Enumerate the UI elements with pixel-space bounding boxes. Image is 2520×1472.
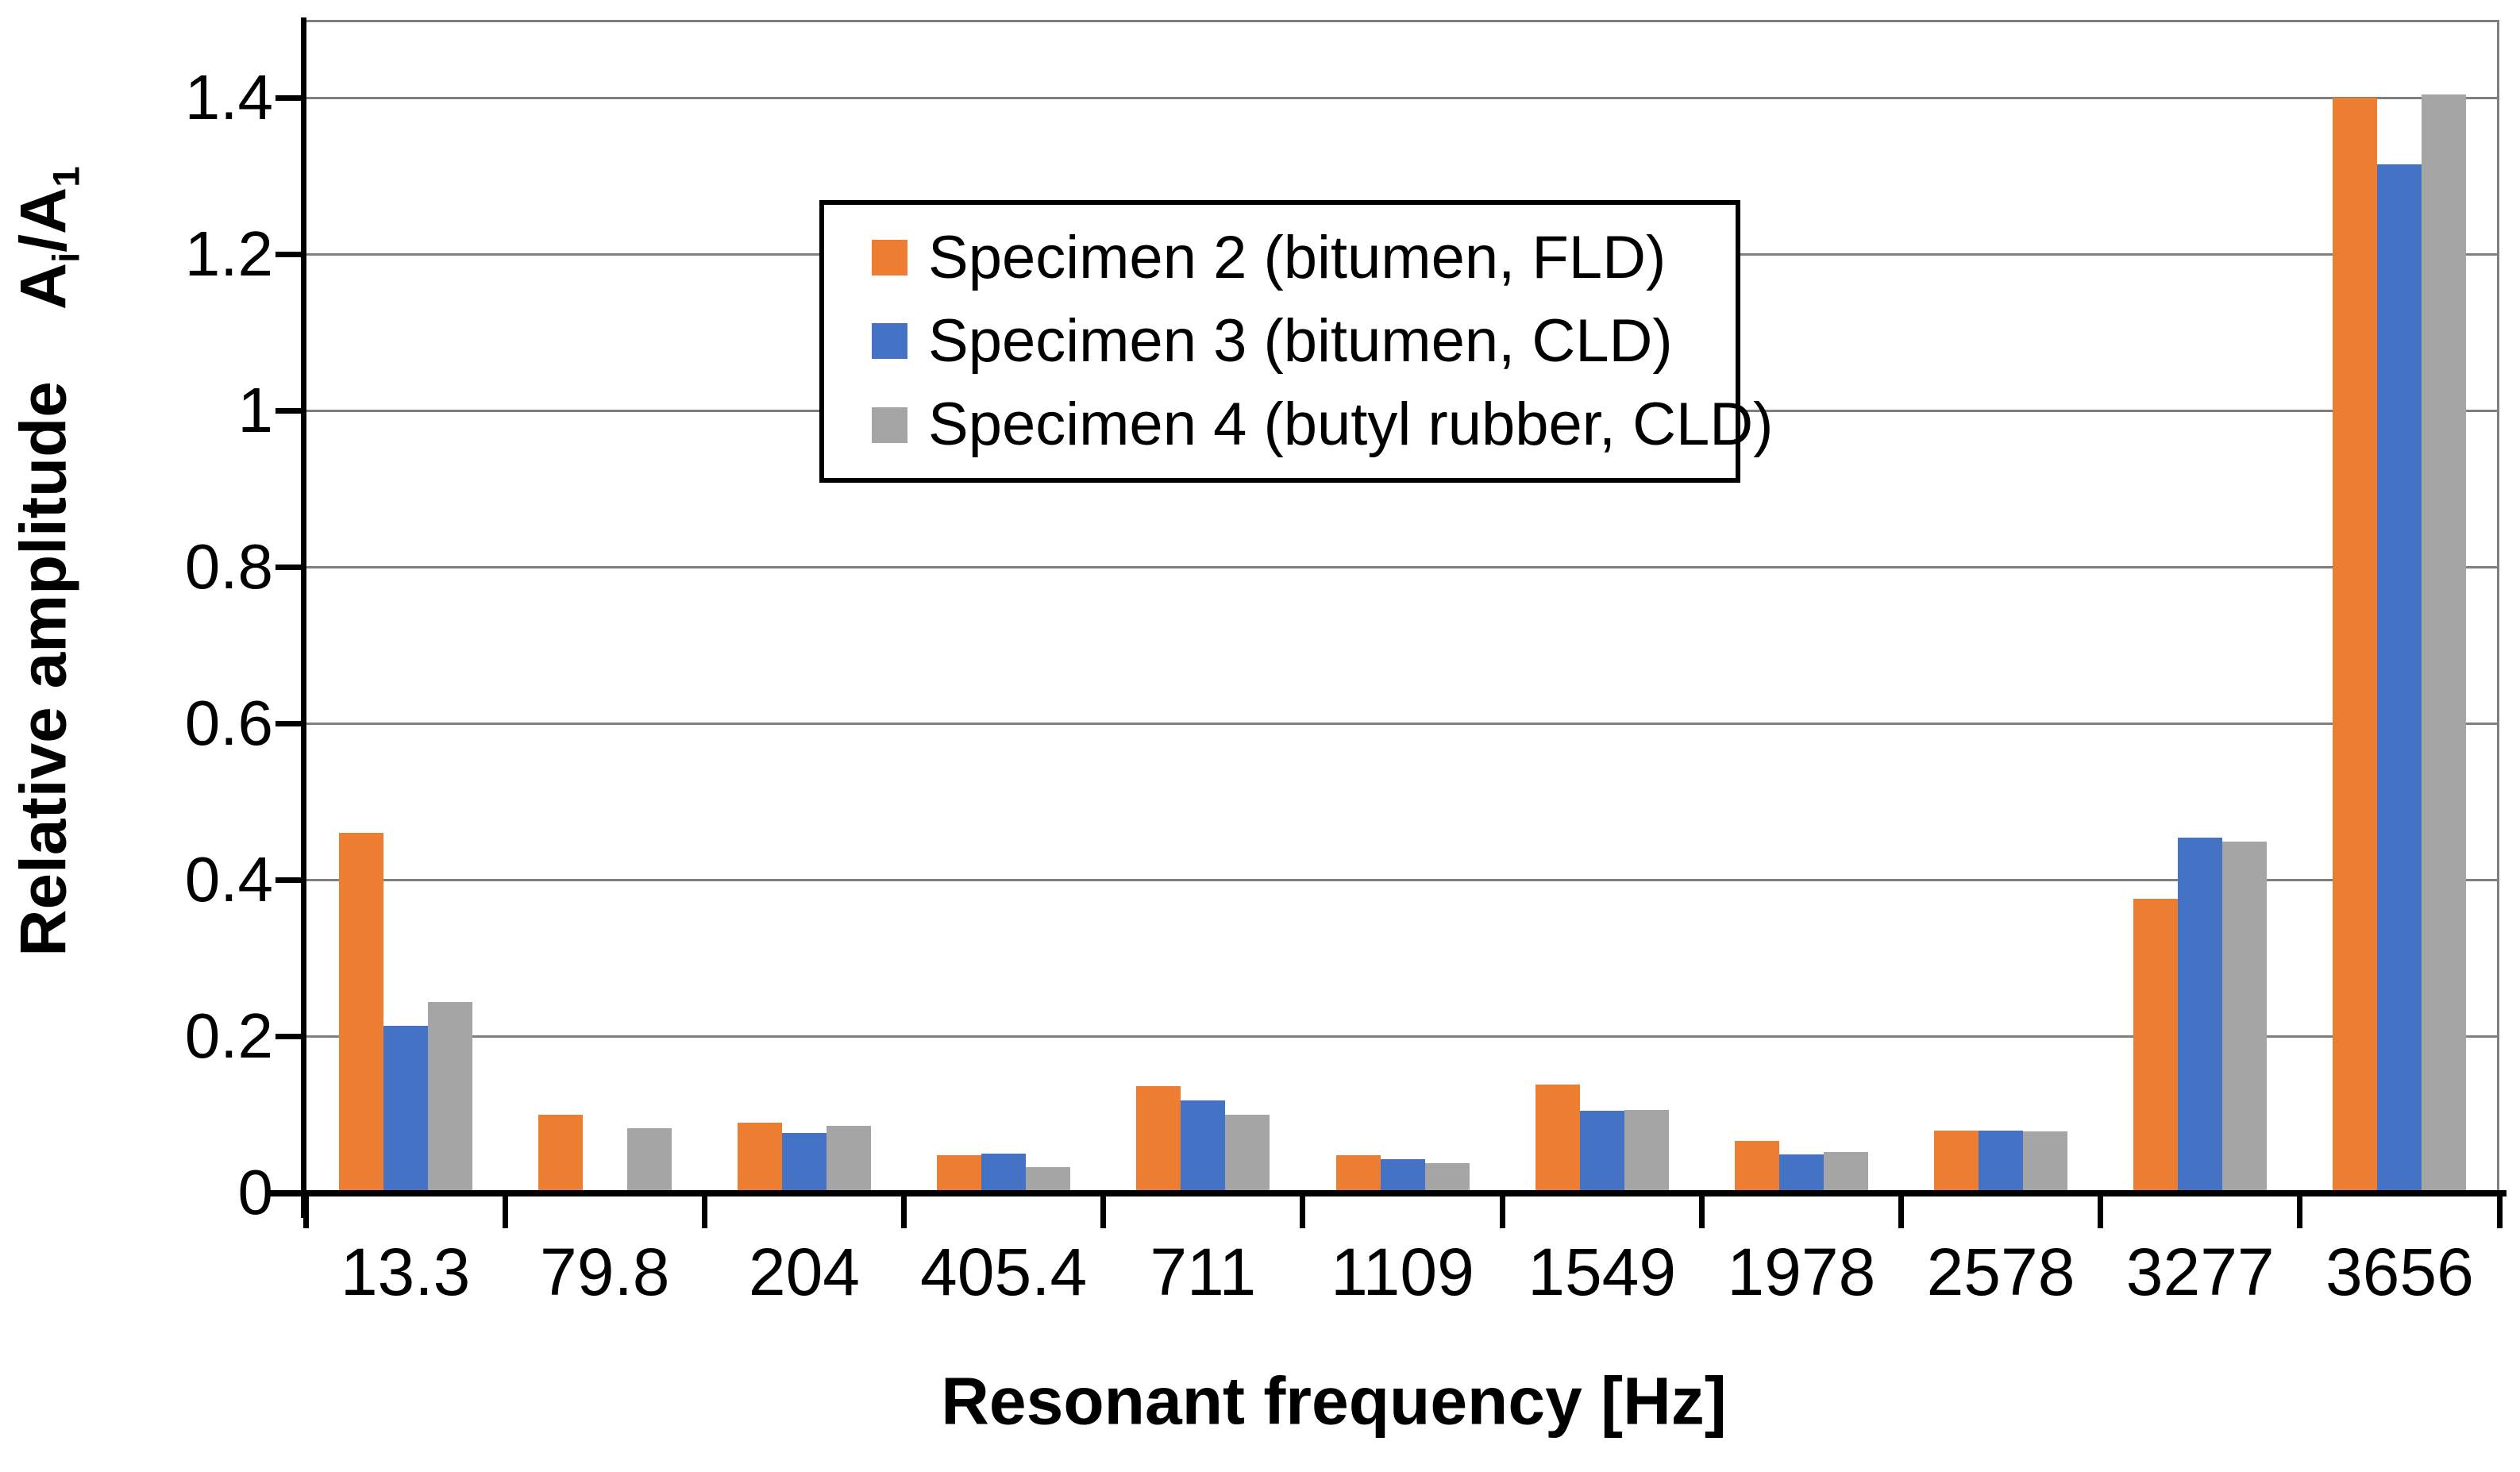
bar-3-405.4 [981,1153,1027,1193]
legend-label: Specimen 3 (bitumen, CLD) [928,306,1673,375]
y-tick-0 [276,1189,301,1196]
x-tick-boundary [1898,1195,1904,1228]
x-tick-boundary [1499,1195,1505,1228]
x-tick-boundary [1300,1195,1306,1228]
legend-label: Specimen 4 (butyl rubber, CLD) [928,391,1774,459]
x-tick-label-3656: 3656 [2325,1235,2474,1309]
y-tick-label-0.6: 0.6 [184,688,273,759]
bar-3-711 [1181,1100,1226,1193]
bar-3-3277 [2178,837,2223,1193]
x-tick-boundary [502,1195,508,1228]
legend-item: Specimen 3 (bitumen, CLD) [824,306,1736,375]
bar-3-3656 [2377,164,2422,1193]
legend-item: Specimen 4 (butyl rubber, CLD) [824,395,1773,455]
bar-2-1549 [1535,1085,1580,1193]
y-tick-label-1.2: 1.2 [184,218,273,290]
legend-swatch-specimen-4 [872,407,907,443]
bar-2-79.8 [538,1114,583,1193]
y-tick-0.6 [276,720,301,726]
x-tick-boundary [2098,1195,2104,1228]
plot-area [306,20,2499,1193]
y-tick-label-0.2: 0.2 [184,1000,273,1072]
legend-swatch-specimen-3 [872,323,907,360]
bar-2-204 [737,1123,782,1193]
bar-3-2578 [1979,1131,2024,1193]
x-tick-label-1109: 1109 [1331,1235,1474,1309]
gridline-y-1.4 [306,96,2499,99]
x-tick-boundary [2297,1195,2303,1228]
x-tick-label-711: 711 [1150,1235,1257,1309]
bar-4-711 [1225,1114,1270,1193]
y-axis-line [301,17,306,1218]
x-axis-title: Resonant frequency [Hz] [941,1363,1727,1439]
x-tick-boundary [701,1195,707,1228]
y-tick-label-0.8: 0.8 [184,531,273,603]
y-tick-1 [276,407,301,414]
gridline-y-0.8 [306,565,2499,568]
bar-2-711 [1136,1086,1181,1193]
bar-3-1109 [1380,1158,1425,1193]
y-tick-1.4 [276,94,301,101]
legend-swatch-specimen-2 [872,240,907,276]
bar-2-2578 [1934,1131,1979,1193]
bar-2-3277 [2133,898,2179,1193]
gridline-y-0.2 [306,1035,2499,1038]
bar-3-13.3 [383,1026,428,1193]
plot-border-right [2497,20,2499,1193]
bar-4-1109 [1424,1162,1470,1193]
bar-2-13.3 [338,833,383,1193]
x-tick-boundary [302,1195,309,1228]
legend-label: Specimen 2 (bitumen, FLD) [928,223,1667,291]
y-tick-0.4 [276,877,301,883]
bar-4-3277 [2222,841,2268,1193]
bar-2-1109 [1335,1154,1381,1193]
y-tick-label-1.4: 1.4 [184,62,273,133]
x-tick-label-13.3: 13.3 [340,1235,471,1309]
bar-4-1549 [1624,1109,1669,1193]
bar-3-1978 [1778,1154,1824,1193]
bar-4-1978 [1823,1151,1868,1193]
bar-4-13.3 [427,1001,472,1193]
x-tick-label-405.4: 405.4 [920,1235,1088,1309]
plot-border-top [306,20,2499,22]
x-tick-label-204: 204 [748,1235,861,1309]
bar-4-405.4 [1026,1166,1071,1193]
legend-item: Specimen 2 (bitumen, FLD) [824,223,1736,291]
y-tick-1.2 [276,251,301,257]
x-tick-boundary [2496,1195,2503,1228]
bar-2-3656 [2333,98,2378,1193]
bar-3-1549 [1579,1110,1624,1193]
x-tick-label-2578: 2578 [1926,1235,2075,1309]
x-tick-label-1978: 1978 [1727,1235,1876,1309]
y-tick-0.8 [276,564,301,570]
y-tick-label-1: 1 [237,375,274,446]
bar-4-79.8 [626,1128,672,1193]
y-tick-0.2 [276,1033,301,1039]
bar-2-1978 [1734,1141,1779,1193]
y-tick-label-0: 0 [237,1157,274,1227]
x-tick-boundary [901,1195,907,1228]
gridline-y-0.4 [306,878,2499,881]
x-tick-label-1549: 1549 [1528,1235,1677,1309]
x-axis-line [268,1190,2507,1196]
bar-3-204 [781,1133,827,1193]
gridline-y-0.6 [306,722,2499,725]
legend: Specimen 2 (bitumen, FLD) Specimen 3 (bi… [819,200,1773,483]
bar-4-204 [826,1126,871,1193]
x-tick-boundary [1698,1195,1705,1228]
x-tick-label-79.8: 79.8 [540,1235,670,1309]
x-tick-label-3277: 3277 [2125,1235,2275,1309]
x-tick-boundary [1100,1195,1107,1228]
y-tick-label-0.4: 0.4 [184,844,273,915]
bar-2-405.4 [937,1154,982,1193]
bar-4-3656 [2422,94,2467,1193]
bar-4-2578 [2023,1131,2068,1193]
